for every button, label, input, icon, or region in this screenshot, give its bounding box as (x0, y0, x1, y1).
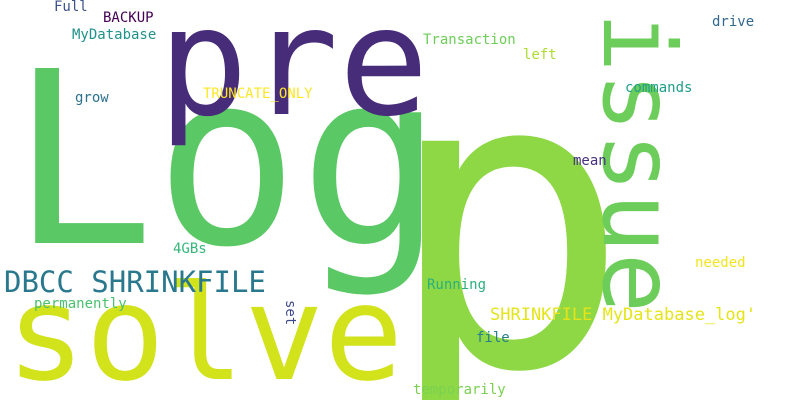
word-pre: pre (158, 0, 429, 150)
word-drive: drive (712, 14, 755, 30)
word-grow: grow (75, 90, 109, 106)
word-temporarily: temporarily (413, 382, 506, 398)
word-transaction: Transaction (423, 32, 516, 48)
word-log: Log (10, 20, 444, 300)
word-backup: BACKUP (103, 10, 154, 26)
word-solve: solve (6, 257, 404, 400)
word-running: Running (427, 277, 487, 293)
word-commands: commands (625, 80, 693, 96)
word-truncate-only: TRUNCATE_ONLY (203, 86, 313, 102)
word-4gbs: 4GBs (173, 241, 207, 257)
word-left: left (523, 47, 557, 63)
word-full: Full (54, 0, 88, 15)
word-mydatabase: MyDatabase (72, 27, 157, 43)
word-set: set (282, 300, 298, 326)
word-dbcc-shrinkfile: DBCC SHRINKFILE (4, 265, 266, 299)
word-needed: needed (695, 255, 746, 271)
word-p: p (384, 0, 631, 400)
word-file: file (476, 330, 510, 346)
word-permanently: permanently (34, 296, 127, 312)
word-shrinkfile-mydatabase-log: SHRINKFILE MyDatabase_log' (490, 305, 757, 325)
word-mean: mean (573, 153, 607, 169)
